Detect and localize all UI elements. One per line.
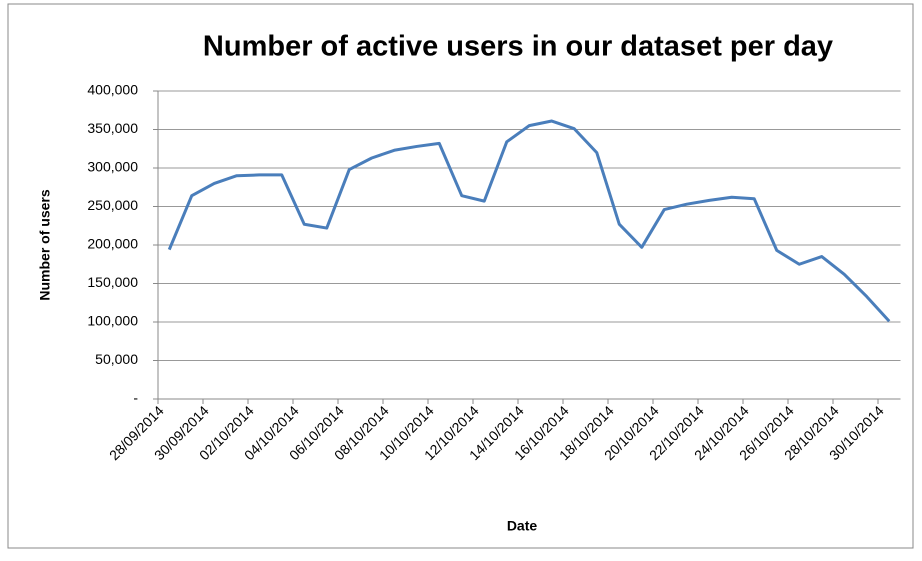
- data-line: [167, 119, 891, 323]
- y-tick-label: 50,000: [95, 351, 138, 367]
- chart-title: Number of active users in our dataset pe…: [203, 31, 833, 63]
- y-tick-label: 350,000: [87, 120, 138, 136]
- x-axis-title: Date: [507, 518, 538, 534]
- y-axis-title: Number of users: [37, 189, 53, 300]
- y-tick-label: 100,000: [87, 313, 138, 329]
- y-tick-label: 200,000: [87, 236, 138, 252]
- y-tick-label: -: [133, 390, 138, 406]
- y-tick-label: 250,000: [87, 197, 138, 213]
- chart-border: [7, 3, 914, 549]
- y-tick-label: 300,000: [87, 159, 138, 175]
- y-tick-label: 150,000: [87, 274, 138, 290]
- y-tick-label: 400,000: [87, 82, 138, 98]
